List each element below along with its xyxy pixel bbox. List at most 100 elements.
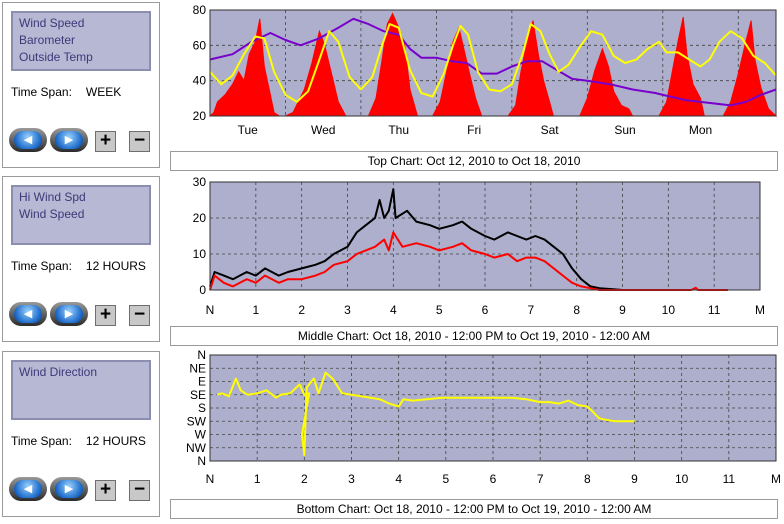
y-tick-label: 80 xyxy=(193,3,207,17)
y-tick-label: S xyxy=(198,401,206,415)
middle-chart-caption: Middle Chart: Oct 18, 2010 - 12:00 PM to… xyxy=(170,326,778,346)
y-tick-label: 0 xyxy=(199,283,206,297)
bottom-series-list[interactable]: Wind Direction xyxy=(11,360,151,420)
series-outside-temp-line xyxy=(209,23,777,103)
x-tick-label: 9 xyxy=(619,303,626,317)
x-tick-label: M xyxy=(771,472,780,486)
x-tick-label: 4 xyxy=(390,303,397,317)
x-tick-label: 3 xyxy=(348,472,355,486)
zoom-out-button[interactable]: − xyxy=(129,131,150,152)
y-tick-label: SE xyxy=(190,388,206,402)
y-tick-label: 20 xyxy=(193,211,207,225)
y-tick-label: NW xyxy=(186,441,207,455)
series-hi-wind-spd-line xyxy=(209,188,623,291)
y-tick-label: 30 xyxy=(193,176,207,189)
x-tick-label: Sun xyxy=(614,123,635,137)
y-tick-label: NE xyxy=(189,361,206,375)
x-tick-label: 10 xyxy=(675,472,689,486)
middle-series-list[interactable]: Hi Wind Spd Wind Speed xyxy=(11,185,151,245)
zoom-out-button[interactable]: − xyxy=(129,305,150,326)
plot-frame xyxy=(209,354,777,462)
bottom-chart: N NW W SW S SE E NE N N 1 2 3 4 5 6 7 8 9 10 11 M xyxy=(170,348,781,493)
time-span-value: 12 HOURS xyxy=(85,259,146,273)
series-barometer-line xyxy=(209,17,777,107)
x-tick-label: Sat xyxy=(541,123,560,137)
time-span-row: Time Span: 12 HOURS xyxy=(11,434,146,448)
middle-chart: 0 10 20 30 N 1 2 3 4 5 6 7 8 9 10 11 M xyxy=(170,175,780,322)
x-tick-label: Wed xyxy=(311,123,335,137)
series-list-item[interactable]: Wind Speed xyxy=(19,207,85,221)
time-span-label: Time Span: xyxy=(11,434,72,448)
y-tick-label: W xyxy=(195,428,207,442)
x-tick-label: Thu xyxy=(388,123,409,137)
bottom-chart-caption: Bottom Chart: Oct 18, 2010 - 12:00 PM to… xyxy=(170,499,778,519)
back-button[interactable]: ◀ xyxy=(9,477,47,501)
top-chart-svg: 20 40 60 80 Tue Wed Thu Fri Sat Sun Mon xyxy=(170,2,780,148)
x-tick-label: Fri xyxy=(467,123,481,137)
forward-button[interactable]: ▶ xyxy=(50,477,88,501)
y-tick-label: 20 xyxy=(193,109,207,123)
x-tick-label: 6 xyxy=(490,472,497,486)
forward-arrow-icon: ▶ xyxy=(55,305,83,323)
x-tick-label: 8 xyxy=(584,472,591,486)
back-button[interactable]: ◀ xyxy=(9,302,47,326)
series-list-item[interactable]: Barometer xyxy=(19,33,76,47)
zoom-in-button[interactable]: + xyxy=(95,305,116,326)
x-tick-label: 2 xyxy=(301,472,308,486)
top-series-list[interactable]: Wind Speed Barometer Outside Temp xyxy=(11,11,151,71)
x-tick-label: 7 xyxy=(527,303,534,317)
y-tick-label: 60 xyxy=(193,38,207,52)
top-chart-caption: Top Chart: Oct 12, 2010 to Oct 18, 2010 xyxy=(170,151,778,171)
back-arrow-icon: ◀ xyxy=(14,305,42,323)
x-tick-label: 6 xyxy=(482,303,489,317)
y-tick-label: SW xyxy=(187,414,207,428)
x-tick-label: 3 xyxy=(344,303,351,317)
time-span-label: Time Span: xyxy=(11,259,72,273)
y-tick-label: 10 xyxy=(193,247,207,261)
forward-arrow-icon: ▶ xyxy=(55,480,83,498)
back-arrow-icon: ◀ xyxy=(14,480,42,498)
y-tick-label: N xyxy=(197,349,206,362)
zoom-in-button[interactable]: + xyxy=(95,480,116,501)
x-tick-label: Mon xyxy=(689,123,712,137)
x-tick-label: Tue xyxy=(238,123,259,137)
x-tick-label: 5 xyxy=(436,303,443,317)
back-arrow-icon: ◀ xyxy=(14,131,42,149)
x-tick-label: 10 xyxy=(662,303,676,317)
x-tick-label: 11 xyxy=(708,303,721,317)
forward-arrow-icon: ▶ xyxy=(55,131,83,149)
x-tick-label: 9 xyxy=(631,472,638,486)
series-list-item[interactable]: Hi Wind Spd xyxy=(19,190,86,204)
bottom-controls-panel: Wind Direction Time Span: 12 HOURS ◀ ▶ + … xyxy=(2,351,160,517)
back-button[interactable]: ◀ xyxy=(9,128,47,152)
series-list-item[interactable]: Outside Temp xyxy=(19,50,93,64)
middle-controls-panel: Hi Wind Spd Wind Speed Time Span: 12 HOUR… xyxy=(2,176,160,342)
time-span-value: 12 HOURS xyxy=(85,434,146,448)
y-tick-label: E xyxy=(198,375,206,389)
plot-frame xyxy=(209,181,761,291)
x-tick-label: M xyxy=(755,303,765,317)
x-tick-label: 4 xyxy=(395,472,402,486)
zoom-out-button[interactable]: − xyxy=(129,480,150,501)
x-tick-label: N xyxy=(206,472,215,486)
x-tick-label: 1 xyxy=(254,472,261,486)
time-span-value: WEEK xyxy=(85,85,122,99)
top-chart: 20 40 60 80 Tue Wed Thu Fri Sat Sun Mon xyxy=(170,2,780,148)
y-tick-label: N xyxy=(197,454,206,468)
series-wind-speed-line xyxy=(209,231,728,291)
x-tick-label: N xyxy=(206,303,215,317)
x-tick-label: 11 xyxy=(723,472,736,486)
top-controls-panel: Wind Speed Barometer Outside Temp Time S… xyxy=(2,2,160,168)
zoom-in-button[interactable]: + xyxy=(95,131,116,152)
forward-button[interactable]: ▶ xyxy=(50,128,88,152)
x-tick-label: 7 xyxy=(537,472,544,486)
time-span-row: Time Span: WEEK xyxy=(11,85,121,99)
series-wind-direction-line xyxy=(216,371,635,457)
series-list-item[interactable]: Wind Direction xyxy=(19,365,98,379)
time-span-row: Time Span: 12 HOURS xyxy=(11,259,146,273)
forward-button[interactable]: ▶ xyxy=(50,302,88,326)
x-tick-label: 8 xyxy=(573,303,580,317)
series-list-item[interactable]: Wind Speed xyxy=(19,16,85,30)
middle-chart-svg: 0 10 20 30 N 1 2 3 4 5 6 7 8 9 10 11 M xyxy=(170,175,780,322)
